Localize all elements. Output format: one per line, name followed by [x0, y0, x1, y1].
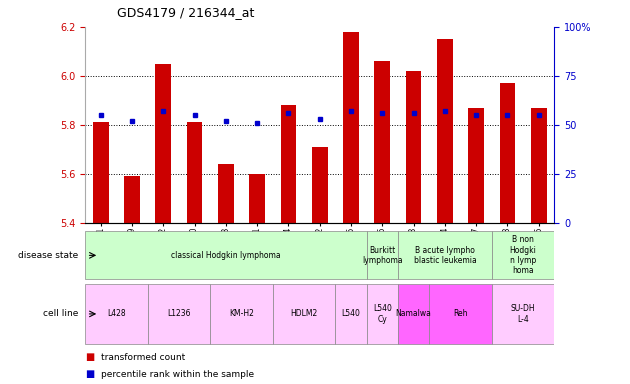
Text: percentile rank within the sample: percentile rank within the sample: [101, 370, 254, 379]
Bar: [367, 232, 398, 279]
Bar: [343, 32, 359, 223]
Bar: [218, 164, 234, 223]
Bar: [437, 39, 453, 223]
Bar: [249, 174, 265, 223]
Bar: [335, 283, 367, 344]
Bar: [156, 64, 171, 223]
Bar: [468, 108, 484, 223]
Text: GDS4179 / 216344_at: GDS4179 / 216344_at: [117, 6, 254, 19]
Text: Burkitt
lymphoma: Burkitt lymphoma: [362, 246, 403, 265]
Bar: [147, 283, 210, 344]
Bar: [398, 232, 492, 279]
Bar: [273, 283, 335, 344]
Bar: [429, 283, 492, 344]
Text: B acute lympho
blastic leukemia: B acute lympho blastic leukemia: [413, 246, 476, 265]
Text: cell line: cell line: [43, 310, 79, 318]
Text: B non
Hodgki
n lymp
homa: B non Hodgki n lymp homa: [510, 235, 537, 275]
Bar: [85, 283, 147, 344]
Bar: [312, 147, 328, 223]
Bar: [398, 283, 429, 344]
Text: ■: ■: [85, 369, 94, 379]
Text: HDLM2: HDLM2: [290, 310, 318, 318]
Bar: [124, 176, 140, 223]
Text: KM-H2: KM-H2: [229, 310, 254, 318]
Bar: [210, 283, 273, 344]
Bar: [85, 232, 367, 279]
Bar: [280, 105, 296, 223]
Text: L540
Cy: L540 Cy: [373, 304, 392, 324]
Text: Reh: Reh: [453, 310, 468, 318]
Bar: [406, 71, 421, 223]
Text: L1236: L1236: [167, 310, 191, 318]
Text: Namalwa: Namalwa: [396, 310, 432, 318]
Text: classical Hodgkin lymphoma: classical Hodgkin lymphoma: [171, 251, 281, 260]
Text: disease state: disease state: [18, 251, 79, 260]
Text: SU-DH
L-4: SU-DH L-4: [511, 304, 536, 324]
Text: L428: L428: [107, 310, 125, 318]
Bar: [492, 232, 554, 279]
Bar: [367, 283, 398, 344]
Bar: [531, 108, 547, 223]
Text: transformed count: transformed count: [101, 353, 185, 362]
Bar: [374, 61, 390, 223]
Bar: [492, 283, 554, 344]
Bar: [93, 122, 108, 223]
Bar: [500, 83, 515, 223]
Text: L540: L540: [341, 310, 360, 318]
Text: ■: ■: [85, 352, 94, 362]
Bar: [186, 122, 202, 223]
